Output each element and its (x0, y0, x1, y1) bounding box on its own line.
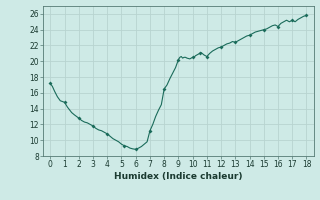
X-axis label: Humidex (Indice chaleur): Humidex (Indice chaleur) (114, 172, 243, 181)
